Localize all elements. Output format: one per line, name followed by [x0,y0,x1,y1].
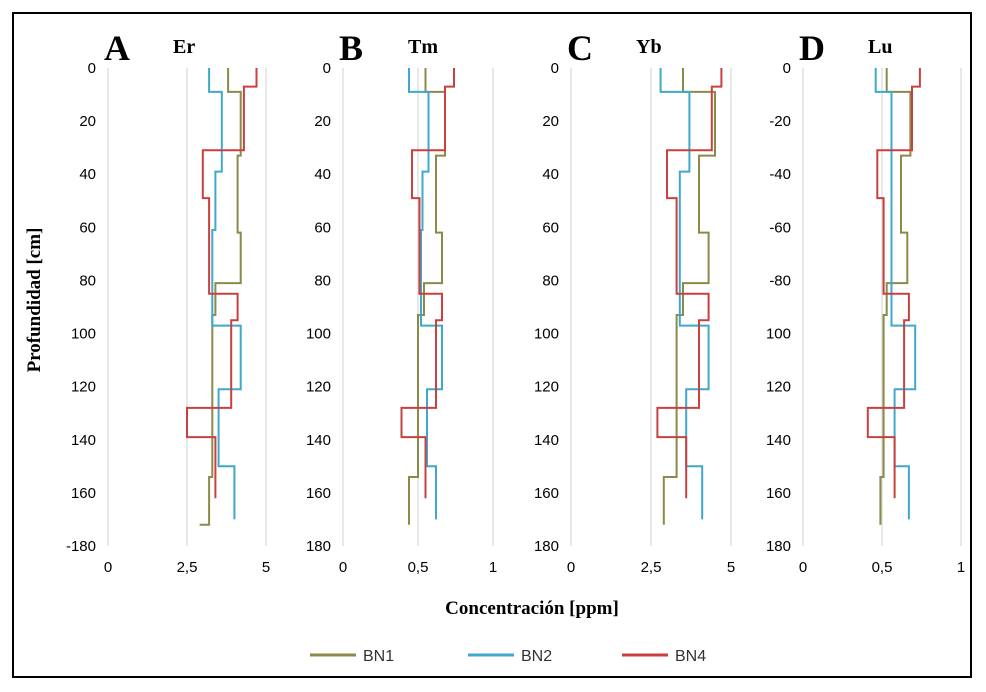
y-tick-label: 0 [323,60,331,77]
y-tick-label: 40 [542,166,559,183]
y-tick-label: 0 [88,60,96,77]
y-tick-label: 140 [71,432,96,449]
y-tick-label: 160 [766,485,791,502]
x-tick-label: 5 [727,559,735,576]
x-tick-label: 0,5 [408,559,429,576]
y-tick-label: 40 [314,166,331,183]
y-tick-label: 140 [766,432,791,449]
series-bn4-line [656,68,723,499]
y-tick-label: -180 [66,538,96,555]
y-tick-label: 180 [306,538,331,555]
y-tick-label: 160 [71,485,96,502]
series-bn1-line [879,68,912,525]
y-tick-label: 20 [79,113,96,130]
y-tick-label: 0 [551,60,559,77]
y-tick-label: 140 [306,432,331,449]
y-tick-label: 100 [306,326,331,343]
y-tick-label: 80 [542,272,559,289]
y-tick-label: 180 [534,538,559,555]
y-tick-label: 120 [534,379,559,396]
panel-title: Er [173,36,195,58]
panel-title: Yb [636,36,662,58]
x-tick-label: 0,5 [872,559,893,576]
panel-letter: C [567,28,593,68]
x-tick-label: 2,5 [177,559,198,576]
panel-title: Lu [868,36,892,58]
panel-tm: 0 0,5 1 0 20 40 60 80 100 120 140 160 180 B Tm [306,28,497,576]
series-bn4-line [186,68,258,499]
x-tick-label: 0 [799,559,807,576]
figure-frame [12,12,972,678]
y-tick-label: 160 [534,485,559,502]
legend-label-bn2: BN2 [521,648,552,665]
panel-er: 0 2,5 5 0 20 40 60 80 100 120 140 160 -180 A Er [66,28,270,576]
x-tick-label: 0 [104,559,112,576]
x-tick-label: 0 [567,559,575,576]
y-tick-label: 80 [79,272,96,289]
y-tick-label: -60 [769,219,791,236]
x-tick-label: 5 [262,559,270,576]
y-tick-label: 120 [71,379,96,396]
x-tick-label: 1 [957,559,965,576]
x-tick-label: 2,5 [641,559,662,576]
y-tick-label: -20 [769,113,791,130]
y-tick-label: 180 [766,538,791,555]
legend-label-bn1: BN1 [363,648,394,665]
series-bn4-line [866,68,921,499]
y-tick-label: 0 [783,60,791,77]
legend: BN1 BN2 BN4 [310,648,706,665]
y-tick-label: 20 [542,113,559,130]
y-tick-label: 60 [79,219,96,236]
y-tick-label: 160 [306,485,331,502]
y-tick-label: 100 [71,326,96,343]
y-tick-label: 100 [534,326,559,343]
x-tick-label: 0 [339,559,347,576]
x-tick-label: 1 [489,559,497,576]
series-bn1-line [662,68,716,525]
series-bn2-line [208,68,242,520]
y-tick-label: 140 [534,432,559,449]
panel-letter: D [799,28,825,68]
series-bn2-line [408,68,443,520]
legend-label-bn4: BN4 [675,648,706,665]
panel-title: Tm [408,36,438,58]
series-bn4-line [400,68,455,499]
y-tick-label: 120 [306,379,331,396]
series-bn1-line [199,68,242,526]
panel-lu: 0 0,5 1 0 -20 -40 -60 -80 100 120 140 160 180 D Lu [766,28,965,576]
y-axis-title: Profundidad [cm] [24,228,45,373]
panel-letter: B [339,28,363,68]
y-tick-label: 60 [314,219,331,236]
y-tick-label: 20 [314,113,331,130]
x-axis-title: Concentración [ppm] [445,598,619,619]
y-tick-label: -80 [769,272,791,289]
panel-yb: 0 2,5 5 0 20 40 60 80 100 120 140 160 180 C Yb [534,28,735,576]
y-tick-label: 120 [766,379,791,396]
y-tick-label: -40 [769,166,791,183]
y-tick-label: 60 [542,219,559,236]
y-tick-label: 100 [766,326,791,343]
y-tick-label: 40 [79,166,96,183]
panel-letter: A [104,28,130,68]
y-tick-label: 80 [314,272,331,289]
